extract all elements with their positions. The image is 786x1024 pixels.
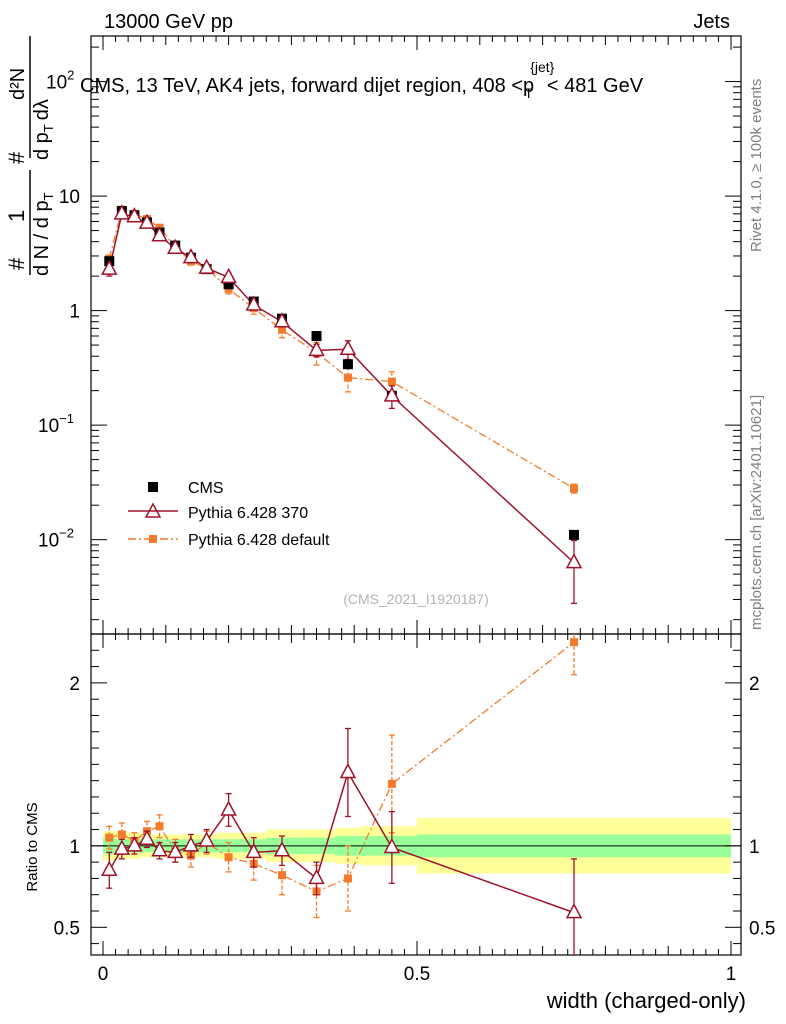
tune370-main-line (108, 212, 575, 564)
energy-label: 13000 GeV pp (104, 11, 233, 33)
category-label: Jets (693, 11, 730, 33)
tune370-main-point (308, 340, 325, 357)
analysis-watermark: (CMS_2021_I1920187) (343, 591, 489, 607)
tune370-ratio-point (273, 841, 291, 857)
ratio-y-tick-label-right: 2 (749, 674, 760, 695)
tune370-main-point (151, 226, 168, 242)
tune370-main-point (565, 553, 583, 569)
ratio-frame (90, 633, 742, 956)
legend-default-label: Pythia 6.428 default (188, 532, 330, 549)
ylabel-d2N: d²N (7, 68, 29, 100)
ylabel-hash-2: # (4, 151, 29, 164)
ylabel-one: 1 (4, 210, 29, 222)
tune370-main-point (126, 207, 143, 223)
x-axis-label: width (charged-only) (546, 988, 746, 1013)
main-y-tick-label: 10−2 (38, 526, 74, 552)
default-ratio-point (224, 853, 233, 862)
default-main-point (277, 325, 286, 334)
tune370-ratio-point (126, 836, 143, 852)
tune370-ratio-point (113, 839, 131, 855)
tune370-main-point (245, 295, 262, 311)
default-ratio-point (155, 822, 164, 831)
default-main-point (570, 484, 578, 493)
cms-data-point (311, 331, 322, 342)
tune370-ratio-point (166, 842, 184, 859)
default-main-point (387, 377, 396, 386)
tune370-main-point (138, 213, 156, 229)
title-sub: T (524, 85, 533, 101)
default-ratio-point (277, 871, 286, 880)
plot-frames (90, 35, 742, 956)
ratio-y-tick-label: 1 (69, 837, 80, 858)
tune370-ratio-point (245, 842, 262, 859)
data-series (101, 204, 583, 955)
tune370-main-point (198, 258, 215, 274)
tune370-ratio-point (220, 800, 237, 816)
cms-data-point (569, 529, 579, 540)
tune370-ratio-point (308, 868, 325, 885)
x-tick-label: 1 (726, 964, 737, 985)
rivet-label: Rivet 4.1.0, ≥ 100k events (748, 79, 765, 252)
default-ratio-line (109, 641, 575, 893)
main-y-tick-label: 10−1 (38, 411, 74, 437)
tune370-main-point (166, 238, 184, 255)
tune370-ratio-point (182, 836, 200, 852)
tune370-main-point (113, 204, 131, 220)
reference-label: mcplots.cern.ch [arXiv:2401.10621] (748, 395, 765, 630)
tune370-ratio-point (383, 837, 401, 854)
cms-data-point (223, 279, 234, 290)
legend-370-marker (144, 502, 162, 518)
ratio-y-tick-label: 2 (69, 674, 80, 695)
tune370-ratio-point (339, 762, 357, 779)
tune370-main-point (101, 259, 118, 275)
tune370-main-point (182, 248, 200, 264)
tune370-ratio-point (151, 841, 168, 857)
tune370-main-point (220, 267, 237, 284)
ratio-y-tick-label-right: 1 (749, 837, 760, 858)
main-y-tick-label: 10 (59, 187, 80, 208)
main-y-label: # 1 d N / d pT # d²N d pTdλ (4, 36, 56, 276)
main-y-tick-label: 102 (46, 68, 74, 94)
legend-cms-marker (148, 482, 158, 492)
default-ratio-point (117, 830, 126, 839)
default-main-point (343, 373, 352, 382)
title-tail: < 481 GeV (547, 75, 644, 97)
default-ratio-point (387, 779, 396, 788)
default-ratio-point (105, 833, 114, 842)
x-tick-label: 0 (98, 964, 109, 985)
tune370-ratio-point (198, 831, 215, 847)
ratio-y-label: Ratio to CMS (24, 802, 41, 891)
tune370-ratio-point (565, 903, 583, 919)
tune370-main-point (383, 386, 401, 402)
ratio-y-tick-label-right: 0.5 (749, 918, 775, 939)
axis-ticks: 0 0.5 1 102 10 1 10−1 10−2 0.5 0.5 1 1 2 2 (38, 36, 775, 985)
ratio-y-tick-label: 0.5 (54, 918, 80, 939)
x-tick-label: 0.5 (404, 964, 430, 985)
default-ratio-point (343, 874, 352, 883)
tune370-ratio-point (138, 829, 156, 846)
main-y-tick-label: 1 (69, 302, 80, 323)
ylabel-hash-1: # (4, 257, 29, 270)
tune370-ratio-point (101, 860, 118, 877)
legend-default-marker (149, 535, 157, 543)
plot-title: CMS, 13 TeV, AK4 jets, forward dijet reg… (80, 59, 644, 101)
ylabel-dpT-dlambda: d pTdλ (31, 99, 56, 160)
title-sup: {jet} (530, 59, 554, 75)
default-ratio-point (570, 638, 578, 647)
ylabel-dN-dpT: d N / d pT (31, 192, 56, 276)
title-main: CMS, 13 TeV, AK4 jets, forward dijet reg… (80, 75, 534, 97)
tune370-main-point (339, 339, 357, 355)
cms-data-point (342, 359, 353, 370)
legend-cms-label: CMS (188, 480, 224, 497)
legend: CMS Pythia 6.428 370 Pythia 6.428 defaul… (128, 480, 330, 549)
tune370-main-point (273, 312, 291, 328)
legend-370-label: Pythia 6.428 370 (188, 505, 308, 522)
